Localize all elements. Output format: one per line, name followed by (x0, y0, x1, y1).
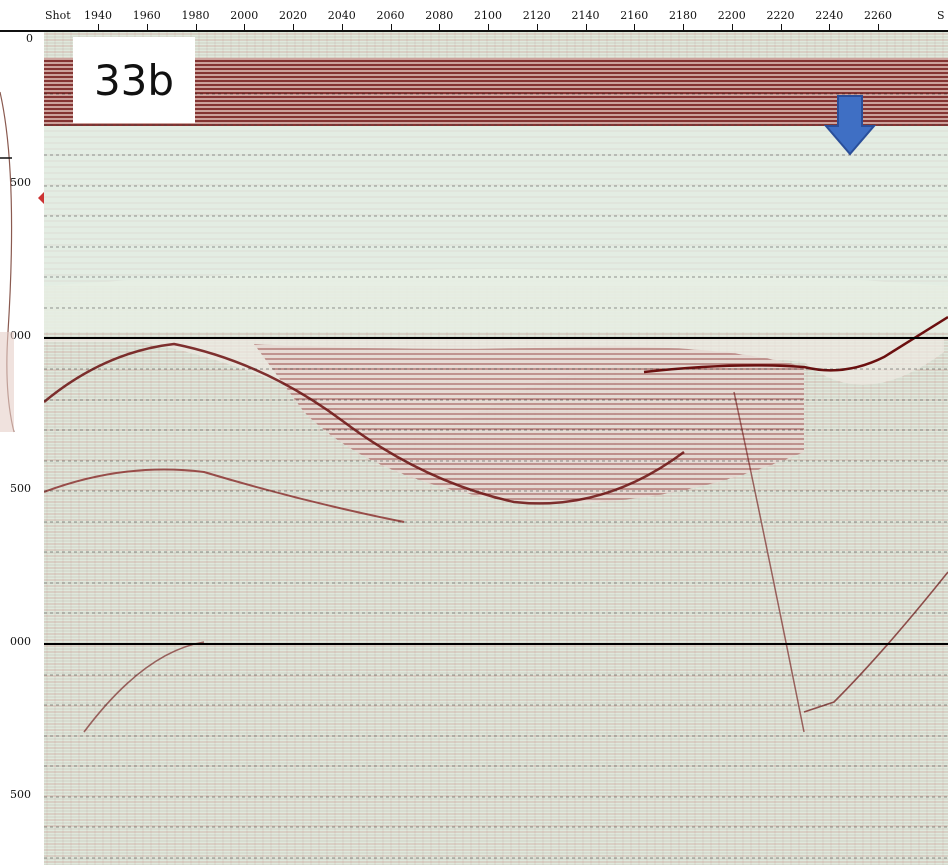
shot-tick-label: 1980 (181, 9, 210, 22)
shot-tick-label: 2080 (425, 9, 454, 22)
shot-tick-mark (98, 24, 99, 30)
shot-tick-mark (634, 24, 636, 30)
shot-tick-label: 2180 (669, 9, 697, 22)
depth-label: 000 (10, 635, 31, 648)
shot-tick-label: 2040 (327, 9, 356, 22)
shot-tick-label: 2120 (522, 9, 551, 22)
shot-axis-cut-label: S (937, 9, 945, 22)
shot-tick-mark (195, 24, 197, 30)
shot-tick-label: 2060 (376, 9, 405, 22)
shot-tick-label: 2240 (815, 9, 844, 22)
depth-label: 000 (10, 329, 31, 342)
shot-tick-mark (341, 24, 343, 30)
shot-tick-label: 2200 (717, 9, 746, 22)
shot-tick-mark (488, 24, 489, 30)
shot-tick-mark (683, 24, 684, 30)
shot-tick-mark (244, 24, 246, 30)
shot-tick-mark (585, 24, 587, 30)
panel-label: 33b (73, 37, 195, 123)
shot-tick-label: 1960 (132, 9, 161, 22)
depth-label: 0 (26, 32, 33, 45)
seismic-profile (44, 32, 948, 865)
shot-tick-mark (829, 24, 831, 30)
shot-tick-label: 2160 (620, 9, 649, 22)
shot-tick-label: 1940 (84, 9, 112, 22)
depth-label: 500 (10, 176, 31, 189)
depth-axis: 0 500 000 500 000 500 (0, 32, 44, 865)
shot-tick-mark (146, 24, 148, 30)
shot-tick-mark (536, 24, 538, 30)
down-arrow-icon (824, 95, 876, 156)
shot-tick-label: 2020 (279, 9, 307, 22)
shot-tick-label: 2000 (230, 9, 259, 22)
shot-tick-mark (780, 24, 782, 30)
shot-tick-label: 2260 (864, 9, 892, 22)
shot-axis-title: Shot (45, 9, 71, 22)
shot-axis: Shot 1940 1960 1980 2000 2020 2040 2060 2080 210… (0, 0, 948, 32)
shot-tick-label: 2220 (766, 9, 795, 22)
depth-label: 500 (10, 788, 31, 801)
shot-tick-mark (439, 24, 441, 30)
shot-tick-label: 2100 (474, 9, 502, 22)
shot-tick-mark (390, 24, 392, 30)
shot-tick-mark (293, 24, 294, 30)
depth-label: 500 (10, 482, 31, 495)
left-strip-graphic (0, 91, 44, 433)
shot-tick-label: 2140 (571, 9, 600, 22)
seismic-section-graphic (44, 32, 948, 865)
shot-tick-mark (878, 24, 879, 30)
shot-tick-mark (731, 24, 733, 30)
